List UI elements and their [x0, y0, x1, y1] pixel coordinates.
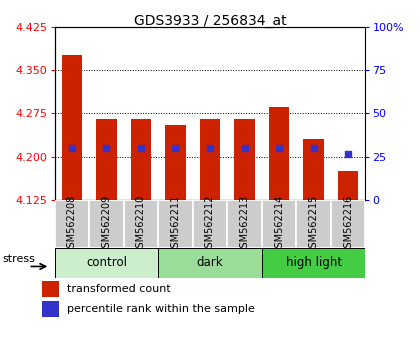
Bar	[42, 301, 59, 317]
Text: GSM562208: GSM562208	[67, 194, 77, 253]
Bar	[262, 200, 297, 248]
Text: percentile rank within the sample: percentile rank within the sample	[67, 304, 255, 314]
Text: dark: dark	[197, 256, 223, 269]
Bar	[234, 119, 255, 200]
Bar	[262, 248, 365, 278]
Bar	[303, 139, 324, 200]
Text: GDS3933 / 256834_at: GDS3933 / 256834_at	[134, 14, 286, 28]
Bar	[331, 200, 365, 248]
Bar	[269, 108, 289, 200]
Bar	[158, 248, 262, 278]
Text: GSM562216: GSM562216	[343, 194, 353, 253]
Bar	[338, 171, 359, 200]
Text: GSM562211: GSM562211	[171, 194, 181, 253]
Bar	[55, 200, 89, 248]
Text: high light: high light	[286, 256, 341, 269]
Bar	[200, 119, 221, 200]
Bar	[131, 119, 151, 200]
Text: control: control	[86, 256, 127, 269]
Text: GSM562215: GSM562215	[309, 194, 319, 253]
Bar	[123, 200, 158, 248]
Bar	[55, 248, 158, 278]
Text: GSM562212: GSM562212	[205, 194, 215, 253]
Text: transformed count: transformed count	[67, 284, 171, 294]
Text: GSM562209: GSM562209	[101, 194, 111, 253]
Text: GSM562214: GSM562214	[274, 194, 284, 253]
Bar	[42, 281, 59, 297]
Bar	[89, 200, 123, 248]
Bar	[297, 200, 331, 248]
Text: GSM562213: GSM562213	[239, 194, 249, 253]
Text: GSM562210: GSM562210	[136, 194, 146, 253]
Bar	[193, 200, 227, 248]
Bar	[227, 200, 262, 248]
Bar	[96, 119, 117, 200]
Text: stress: stress	[3, 254, 36, 264]
Bar	[158, 200, 193, 248]
Bar	[61, 56, 82, 200]
Bar	[165, 125, 186, 200]
